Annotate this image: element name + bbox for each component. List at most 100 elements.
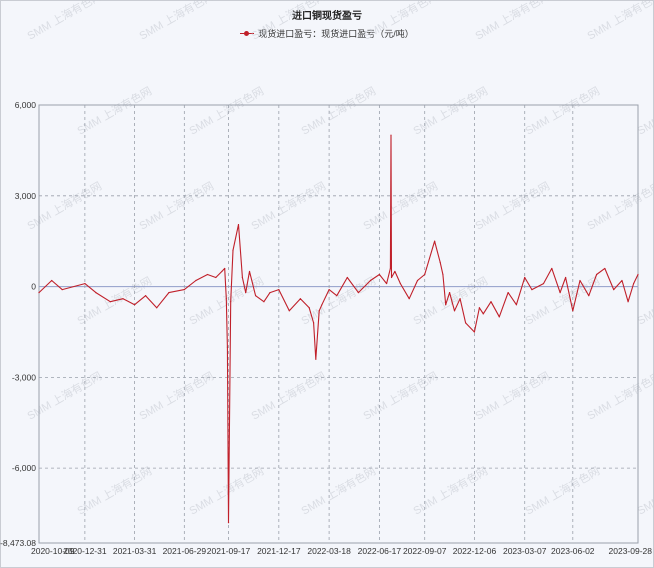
data-point: [221, 270, 223, 273]
watermark-text: SMM 上海有色网: [187, 84, 267, 138]
watermark-text: SMM 上海有色网: [635, 84, 654, 138]
data-point: [95, 292, 97, 294]
data-point: [206, 273, 209, 276]
data-point: [390, 134, 392, 136]
watermark-text: SMM 上海有色网: [299, 274, 379, 328]
data-point: [434, 240, 436, 242]
data-point: [299, 298, 301, 300]
y-axis: 6,000 3,000 0 -3,000 -6,000 -8,473.08: [0, 100, 36, 548]
y-tick-label: -6,000: [12, 463, 36, 473]
x-tick-label: 2021-09-17: [207, 546, 251, 556]
data-point: [385, 282, 388, 285]
data-point: [263, 301, 265, 303]
x-tick-label: 2023-03-07: [503, 546, 547, 556]
watermark-text: SMM 上海有色网: [137, 369, 217, 423]
data-point: [579, 279, 581, 282]
watermark-text: SMM 上海有色网: [249, 179, 329, 233]
data-point: [390, 276, 393, 279]
watermark-text: SMM 上海有色网: [249, 369, 329, 423]
data-point: [439, 261, 441, 263]
data-point: [424, 273, 426, 276]
data-point: [490, 301, 492, 303]
data-point: [248, 270, 251, 273]
data-point: [595, 273, 598, 276]
data-point: [109, 301, 111, 303]
data-point: [448, 292, 451, 294]
watermark-text: SMM 上海有色网: [585, 0, 654, 43]
data-point: [308, 307, 310, 309]
x-tick-label: 2020-10-09: [31, 546, 75, 556]
data-point: [328, 289, 330, 291]
watermark-text: SMM 上海有色网: [137, 179, 217, 233]
data-point: [133, 304, 136, 306]
data-point: [145, 295, 147, 297]
data-point: [604, 267, 606, 270]
x-tick-label: 2023-06-02: [551, 546, 595, 556]
watermark-text: SMM 上海有色网: [411, 274, 491, 328]
data-point: [482, 313, 484, 315]
data-point: [278, 289, 280, 291]
watermark-text: SMM 上海有色网: [25, 0, 105, 43]
data-point: [621, 279, 623, 282]
data-point: [588, 295, 590, 297]
watermark-text: SMM 上海有色网: [25, 179, 105, 233]
watermark-text: SMM 上海有色网: [137, 0, 217, 43]
data-point: [369, 279, 372, 282]
data-point: [245, 292, 247, 294]
series-line: [38, 134, 639, 524]
watermark-text: SMM 上海有色网: [299, 84, 379, 138]
data-point: [632, 282, 635, 285]
watermark-text: SMM 上海有色网: [635, 464, 654, 518]
data-point: [459, 298, 461, 300]
watermark-text: SMM 上海有色网: [75, 84, 155, 138]
data-point: [394, 270, 396, 273]
data-point: [336, 295, 338, 297]
watermark-text: SMM 上海有色网: [411, 464, 491, 518]
watermark-text: SMM 上海有色网: [585, 369, 654, 423]
watermark-text: SMM 上海有色网: [473, 0, 553, 43]
data-point: [232, 249, 234, 251]
watermark-text: SMM 上海有色网: [411, 84, 491, 138]
y-tick-label: -8,473.08: [0, 538, 36, 548]
x-tick-label: 2022-06-17: [358, 546, 402, 556]
data-point: [224, 267, 226, 270]
data-point: [255, 295, 257, 297]
data-point: [315, 358, 317, 360]
watermark-text: SMM 上海有色网: [523, 464, 603, 518]
series-layer: [38, 134, 639, 524]
data-point: [168, 292, 170, 294]
data-point: [478, 307, 481, 309]
legend-line-marker-icon: [240, 30, 255, 38]
watermark-text: SMM 上海有色网: [75, 464, 155, 518]
watermark-text: SMM 上海有色网: [585, 179, 654, 233]
watermark-text: SMM 上海有色网: [473, 369, 553, 423]
y-tick-label: 6,000: [15, 100, 37, 110]
x-tick-label: 2021-12-17: [257, 546, 301, 556]
data-point: [122, 298, 124, 300]
data-point: [227, 522, 230, 524]
watermark-text: SMM 上海有色网: [523, 274, 603, 328]
data-point: [559, 292, 561, 294]
data-point: [498, 316, 500, 318]
data-point: [313, 322, 315, 324]
data-point: [442, 273, 444, 276]
grid-lines: [38, 104, 639, 544]
chart-legend[interactable]: 现货进口盈亏：现货进口盈亏（元/吨）: [1, 27, 653, 40]
data-point: [408, 298, 410, 300]
watermark-text: SMM 上海有色网: [187, 464, 267, 518]
y-tick-label: 0: [31, 282, 36, 292]
data-point: [378, 273, 380, 276]
data-point: [445, 304, 447, 306]
x-tick-label: 2022-03-18: [307, 546, 351, 556]
x-tick-label: 2023-09-28: [609, 546, 653, 556]
data-point: [215, 276, 217, 279]
data-point: [515, 304, 518, 306]
data-point: [531, 289, 533, 291]
chart-title: 进口铜现货盈亏: [292, 11, 362, 22]
data-point: [389, 267, 392, 270]
data-point: [346, 276, 348, 279]
x-tick-label: 2021-06-29: [163, 546, 207, 556]
data-point: [464, 322, 467, 324]
